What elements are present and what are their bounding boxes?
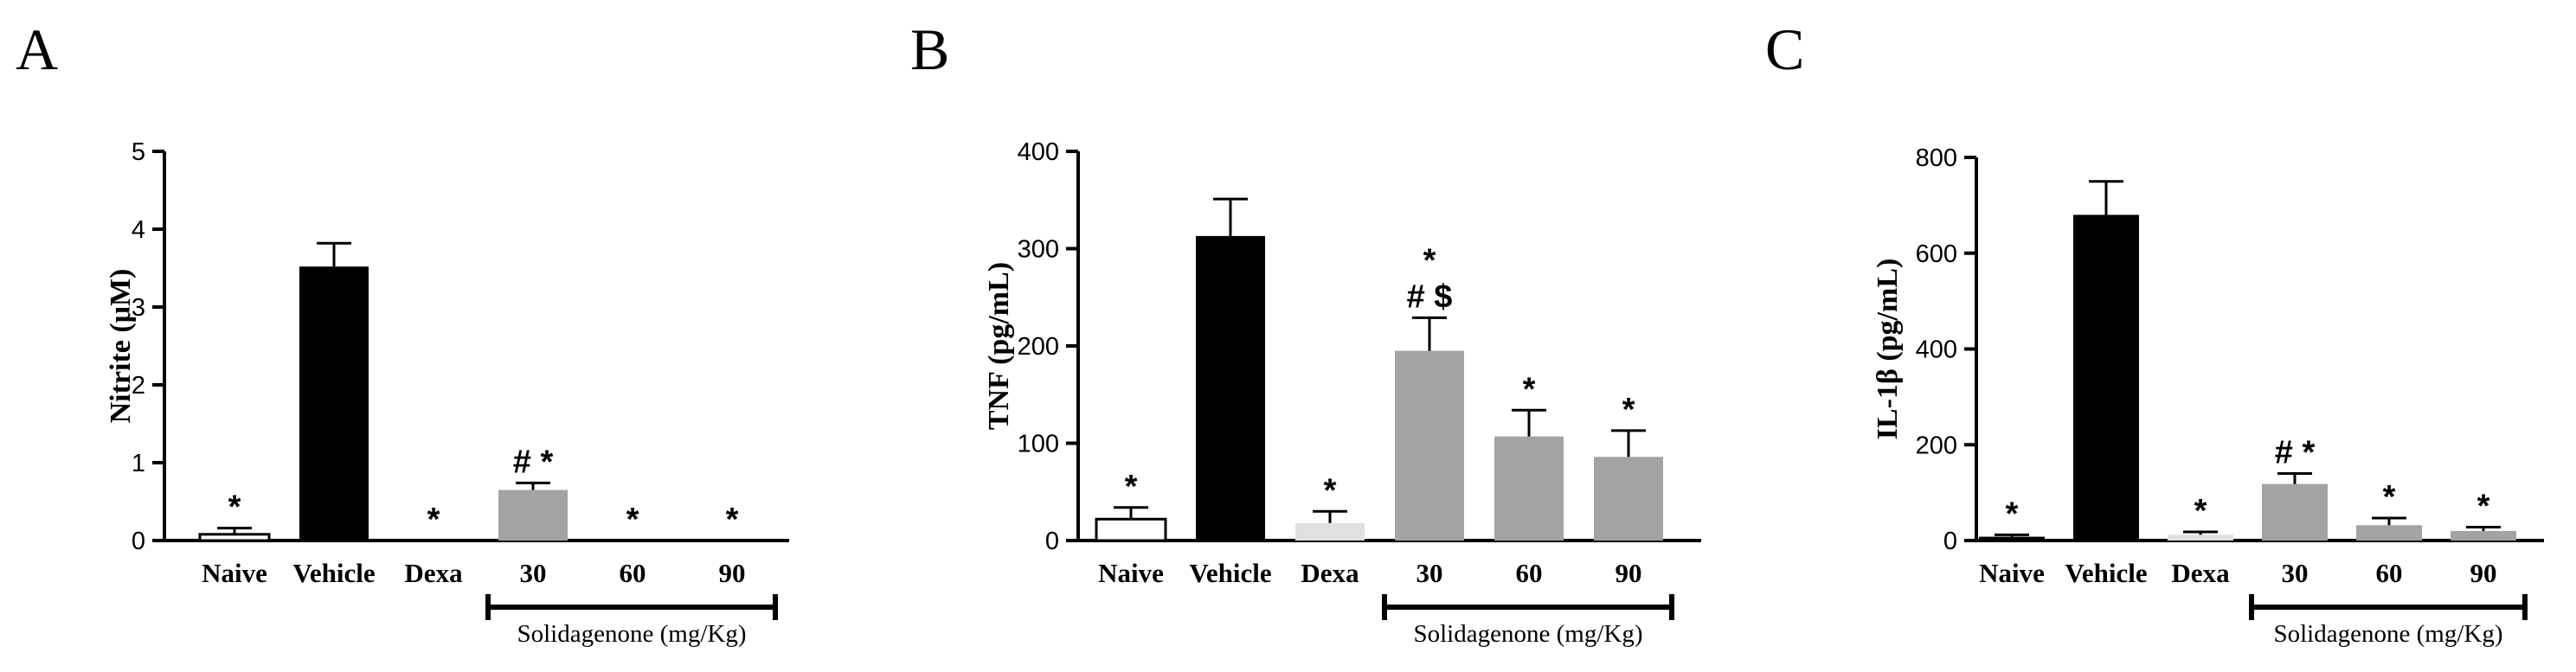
x-tick-label: 90 (719, 558, 746, 588)
bar-vehicle (2073, 214, 2139, 541)
group-label: Solidagenone (mg/Kg) (1414, 620, 1643, 648)
x-tick-label: Dexa (404, 558, 463, 588)
significance-label: # $ (1407, 278, 1453, 315)
x-tick-label: Vehicle (2065, 558, 2147, 588)
y-tick-label: 1 (132, 450, 145, 477)
x-tick-label: 30 (520, 558, 547, 588)
significance-label: # * (2275, 434, 2316, 470)
bar-vehicle (1196, 235, 1265, 541)
y-tick-label: 0 (1943, 528, 1957, 555)
significance-label: # * (513, 444, 554, 480)
y-tick-label: 0 (132, 528, 145, 555)
significance-label: * (1523, 371, 1536, 407)
y-tick-label: 100 (1018, 431, 1059, 458)
significance-label: * (2006, 496, 2019, 532)
x-tick-label: 30 (1416, 558, 1443, 588)
y-tick-label: 400 (1018, 138, 1059, 166)
bar-dexa (2168, 534, 2233, 541)
x-tick-label: 90 (2470, 558, 2497, 588)
x-tick-label: Vehicle (1189, 558, 1271, 588)
bar-60 (1494, 436, 1564, 541)
y-axis-label: TNF (pg/mL) (983, 262, 1015, 430)
panel-letter: B (910, 16, 949, 82)
y-axis-label: Nitrite (μM) (105, 269, 137, 424)
bar-30 (1395, 350, 1464, 541)
x-tick-label: 60 (1516, 558, 1543, 588)
significance-label: * (2194, 493, 2207, 529)
y-tick-label: 3 (132, 294, 145, 322)
y-tick-label: 600 (1916, 240, 1957, 268)
chart-panel-b: B 0 100 200 300 400 TNF (pg/mL) * Naive Vehicle * D… (910, 16, 1701, 648)
y-tick-label: 300 (1018, 236, 1059, 264)
y-axis-label: IL-1β (pg/mL) (1872, 259, 1904, 440)
bar-60 (2356, 525, 2422, 541)
y-tick-label: 0 (1045, 528, 1059, 555)
group-label: Solidagenone (mg/Kg) (517, 620, 747, 648)
bar-naive (198, 533, 271, 542)
x-tick-label: Naive (1979, 558, 2045, 588)
significance-label: * (2477, 488, 2490, 524)
bar-naive (1979, 536, 2045, 541)
significance-label: * (726, 502, 739, 538)
y-tick-label: 200 (1018, 333, 1059, 361)
x-tick-label: 90 (1616, 558, 1642, 588)
bar-naive (1095, 517, 1167, 542)
bar-90 (1594, 457, 1663, 541)
x-tick-label: Naive (202, 558, 267, 588)
bar-dexa (1295, 522, 1365, 541)
x-tick-label: Dexa (1301, 558, 1359, 588)
x-tick-label: 30 (2282, 558, 2309, 588)
x-tick-label: Naive (1098, 558, 1164, 588)
significance-label: * (228, 490, 241, 526)
x-tick-label: Vehicle (292, 558, 375, 588)
significance-label: * (2383, 479, 2396, 515)
chart-panel-c: C 0 200 400 600 800 IL-1β (pg/mL) * Naive Vehicle… (1765, 16, 2544, 648)
x-tick-label: Dexa (2171, 558, 2230, 588)
significance-label: * (1324, 472, 1337, 509)
significance-label: * (1125, 469, 1138, 505)
significance-label: * (626, 502, 639, 538)
y-tick-label: 800 (1916, 144, 1957, 172)
y-tick-label: 5 (132, 138, 145, 166)
panel-letter: C (1765, 16, 1804, 82)
bar-30 (2262, 483, 2328, 541)
x-tick-label: 60 (2376, 558, 2403, 588)
significance-label: * (1622, 392, 1635, 428)
significance-label: * (427, 502, 440, 538)
y-tick-label: 200 (1916, 432, 1957, 459)
bar-90 (2451, 530, 2516, 541)
bar-30 (498, 490, 568, 541)
panel-letter: A (16, 16, 58, 82)
group-label: Solidagenone (mg/Kg) (2274, 620, 2503, 648)
y-tick-label: 2 (132, 372, 145, 400)
bar-vehicle (299, 266, 369, 541)
x-tick-label: 60 (620, 558, 646, 588)
y-tick-label: 4 (132, 216, 145, 244)
y-tick-label: 400 (1916, 336, 1957, 364)
chart-panel-a: A 0 1 2 3 4 5 Nitrite (μM) * Naive Vehicle * Dexa # *… (16, 16, 789, 648)
significance-label: * (1423, 242, 1436, 278)
